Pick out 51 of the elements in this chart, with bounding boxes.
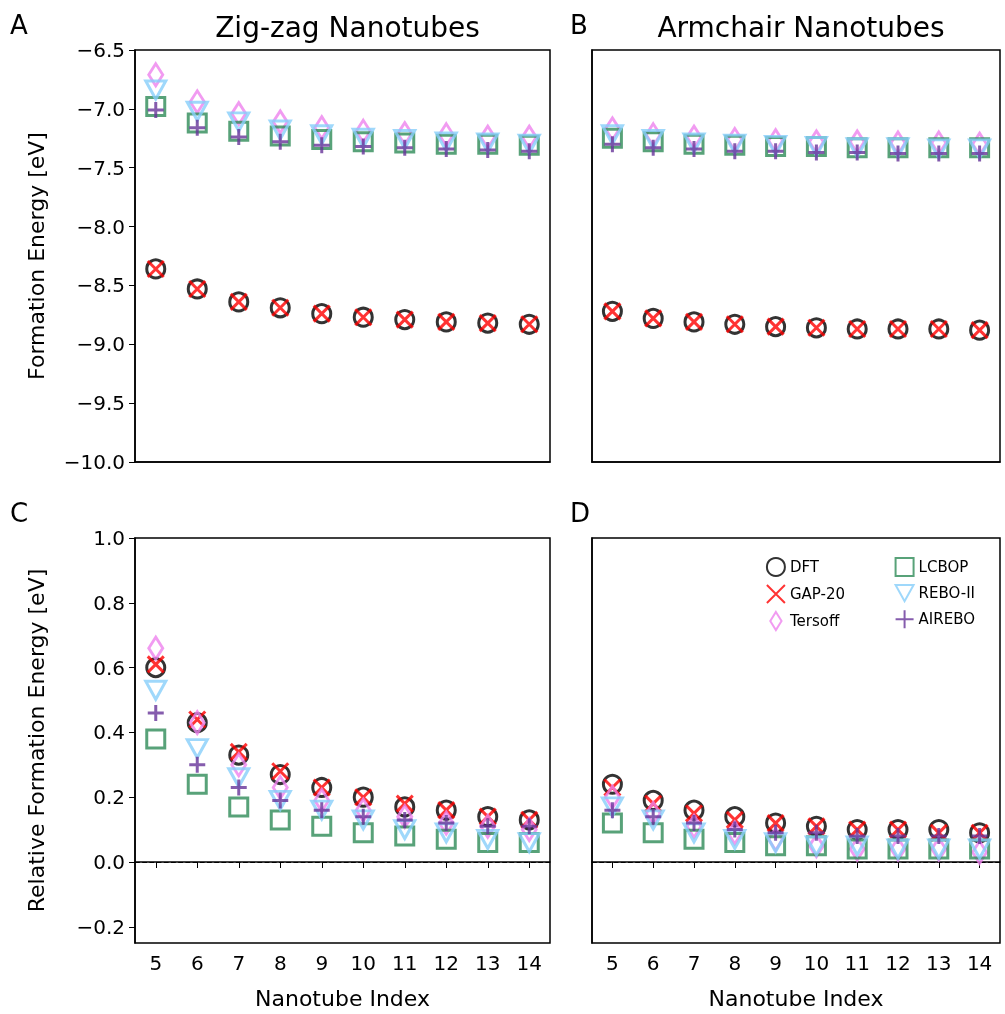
y-tick-label: 0.0 xyxy=(93,850,125,874)
x-tick-label: 11 xyxy=(392,951,418,975)
x-tick-label: 6 xyxy=(190,951,204,975)
x-tick-label: 12 xyxy=(433,951,459,975)
y-tick-label: 0.8 xyxy=(93,590,125,615)
x-tick-label: 7 xyxy=(687,951,701,975)
text: A xyxy=(10,10,28,40)
x-axis-title: Nanotube Index xyxy=(255,985,430,1011)
x-tick-label: 6 xyxy=(646,951,660,975)
y-tick-label: 0.4 xyxy=(93,720,125,745)
x-tick-label: 7 xyxy=(232,951,246,975)
x-tick-label: 9 xyxy=(315,951,329,975)
y-tick-label: −0.2 xyxy=(76,914,125,939)
x-tick-label: 5 xyxy=(149,951,163,975)
y-tick-label: −9.0 xyxy=(76,332,125,357)
y-tick-label: −10.0 xyxy=(63,450,125,474)
x-tick-label: 14 xyxy=(516,951,542,975)
x-tick-label: 14 xyxy=(966,951,993,975)
x-tick-label: 8 xyxy=(273,951,287,975)
x-tick-label: 10 xyxy=(350,951,376,975)
x-tick-label: 13 xyxy=(475,951,501,975)
y-tick-label: −8.5 xyxy=(76,273,125,298)
text: C xyxy=(10,498,29,528)
legend-label: LCBOP xyxy=(918,558,969,576)
text: B xyxy=(570,10,588,40)
y-axis-title: Relative Formation Energy [eV] xyxy=(23,568,49,913)
x-tick-label: 8 xyxy=(728,951,742,975)
x-tick-label: 10 xyxy=(803,951,830,975)
y-tick-label: −6.5 xyxy=(76,38,125,62)
x-tick-label: 13 xyxy=(926,951,952,975)
legend-label: Tersoff xyxy=(788,612,840,630)
x-tick-label: 9 xyxy=(769,951,782,975)
y-tick-label: −7.5 xyxy=(76,155,125,180)
y-tick-label: 0.2 xyxy=(93,785,125,810)
chart-title: Zig-zag Nanotubes xyxy=(215,10,480,44)
y-tick-label: −8.0 xyxy=(76,214,125,239)
legend-label: DFT xyxy=(789,558,820,576)
y-axis-title: Formation Energy [eV] xyxy=(23,132,49,380)
text: D xyxy=(570,498,591,528)
x-axis-title: Nanotube Index xyxy=(708,985,884,1011)
y-tick-label: −9.5 xyxy=(76,391,125,416)
x-tick-label: 5 xyxy=(606,951,619,975)
chart-title: Armchair Nanotubes xyxy=(657,10,945,44)
x-tick-label: 12 xyxy=(885,951,911,975)
legend-label: REBO-II xyxy=(918,584,975,603)
y-tick-label: 0.6 xyxy=(93,655,125,680)
legend-label: AIREBO xyxy=(918,610,975,629)
y-tick-label: −7.0 xyxy=(76,96,125,121)
y-tick-label: 1.0 xyxy=(93,526,125,550)
x-tick-label: 11 xyxy=(844,951,870,975)
legend-label: GAP-20 xyxy=(789,585,846,603)
